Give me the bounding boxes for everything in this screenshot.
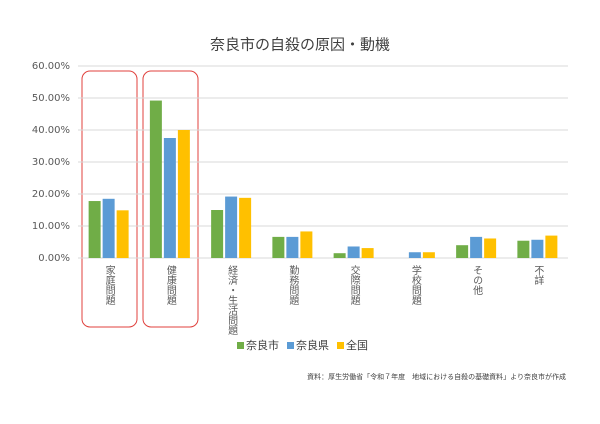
bar xyxy=(333,253,346,258)
chart-title: 奈良市の自殺の原因・動機 xyxy=(210,36,390,54)
x-tick-label: 経済・生活問題 xyxy=(226,264,238,335)
bar xyxy=(88,201,101,258)
highlight-box xyxy=(142,70,199,328)
bar xyxy=(456,245,469,258)
x-tick-label: 勤務問題 xyxy=(287,264,299,305)
legend-label: 奈良市 xyxy=(246,338,279,352)
bar xyxy=(347,246,360,258)
y-tick-label: 30.00% xyxy=(32,157,70,168)
bar xyxy=(225,196,238,258)
bar xyxy=(116,210,129,258)
x-tick-label: 学校問題 xyxy=(409,264,421,305)
legend-swatch xyxy=(337,342,344,349)
bar xyxy=(545,235,558,258)
bar xyxy=(163,138,176,258)
bar xyxy=(517,240,530,258)
x-tick-label: その他 xyxy=(471,265,483,296)
y-tick-label: 20.00% xyxy=(32,189,70,200)
bar xyxy=(102,198,115,258)
bar xyxy=(211,210,224,258)
y-tick-label: 60.00% xyxy=(32,61,70,72)
bar xyxy=(361,248,374,258)
x-tick-label: 家庭問題 xyxy=(103,264,115,305)
y-tick-label: 0.00% xyxy=(38,253,70,264)
bar xyxy=(300,231,313,258)
y-tick-label: 50.00% xyxy=(32,93,70,104)
x-tick-label: 交際問題 xyxy=(348,264,360,305)
source-note: 資料：厚生労働省「令和７年度 地域における自殺の基礎資料」より奈良市が作成 xyxy=(307,372,566,381)
bar xyxy=(239,197,252,258)
highlight-box xyxy=(81,70,138,328)
legend-swatch xyxy=(237,342,244,349)
bar xyxy=(422,252,435,258)
x-tick-label: 健康問題 xyxy=(164,265,176,305)
bar xyxy=(149,100,162,258)
bar xyxy=(272,236,285,258)
legend-swatch xyxy=(287,342,294,349)
y-tick-label: 10.00% xyxy=(32,221,70,232)
legend-label: 全国 xyxy=(346,338,368,352)
y-tick-label: 40.00% xyxy=(32,125,70,136)
bar xyxy=(408,252,421,258)
x-tick-label: 不詳 xyxy=(532,265,544,286)
bar xyxy=(177,130,190,258)
bar xyxy=(470,236,483,258)
bar xyxy=(484,238,497,258)
legend-label: 奈良県 xyxy=(296,338,329,352)
bar xyxy=(531,239,544,258)
bar xyxy=(286,236,299,258)
